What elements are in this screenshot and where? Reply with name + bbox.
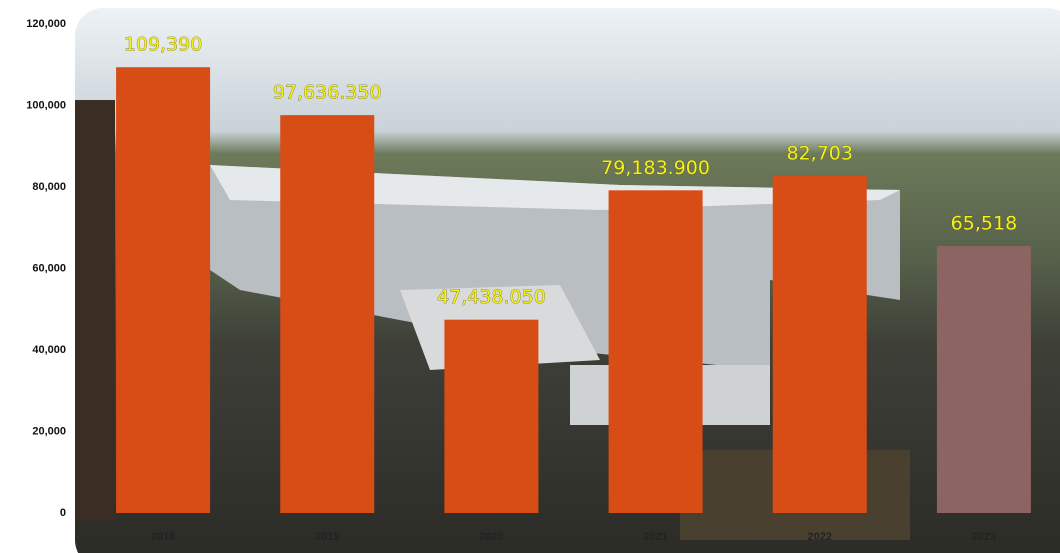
y-tick-label: 80,000 — [32, 181, 66, 193]
y-tick-label: 40,000 — [32, 344, 66, 356]
x-tick-label: 2023 — [972, 531, 996, 543]
value-label: 65,518 — [951, 213, 1017, 235]
y-tick-label: 60,000 — [32, 262, 66, 274]
y-tick-label: 100,000 — [26, 99, 66, 111]
value-label: 47,438.050 — [437, 286, 546, 308]
value-label: 97,636.350 — [273, 82, 382, 104]
value-label: 79,183.900 — [601, 157, 710, 179]
value-label: 109,390 — [124, 34, 203, 56]
bar — [280, 115, 375, 514]
background-photo — [75, 8, 1060, 553]
bar — [608, 190, 703, 513]
x-tick-label: 2020 — [479, 531, 503, 543]
x-tick-label: 2021 — [643, 531, 667, 543]
x-tick-label: 2019 — [315, 531, 339, 543]
y-tick-label: 120,000 — [26, 18, 66, 30]
y-tick-label: 0 — [60, 507, 66, 519]
x-tick-label: 2022 — [808, 531, 832, 543]
value-label: 82,703 — [787, 142, 853, 164]
bar — [444, 319, 539, 513]
y-tick-label: 20,000 — [32, 425, 66, 437]
plot: 0 20,000 40,000 60,000 80,000 100,000 120,000 1… — [26, 18, 1031, 543]
x-tick-label: 2018 — [151, 531, 175, 543]
bar — [936, 246, 1031, 513]
bar — [772, 175, 867, 513]
bar — [116, 67, 211, 513]
